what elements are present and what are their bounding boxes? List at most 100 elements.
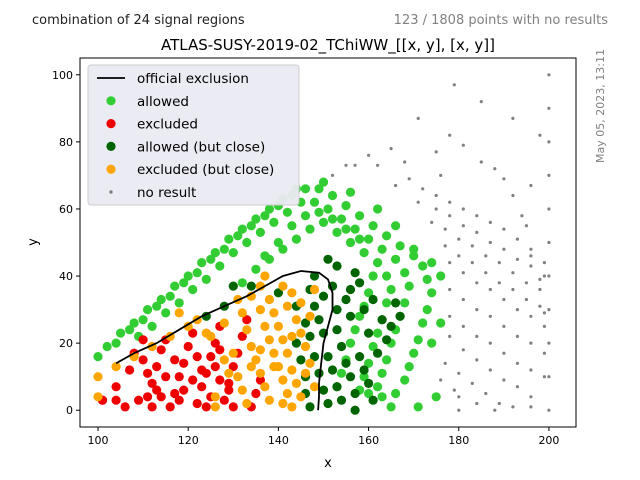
allowed-point: [368, 271, 378, 281]
no-results-note: 123 / 1808 points with no results: [394, 13, 609, 28]
excluded-point: [174, 395, 184, 405]
noresult-point: [493, 408, 497, 412]
noresult-point: [502, 324, 506, 328]
excluded-close-point: [287, 288, 297, 298]
noresult-point: [524, 297, 529, 302]
allowed-point: [287, 221, 297, 231]
noresult-point: [448, 133, 452, 137]
excluded-point: [255, 375, 265, 385]
noresult-point: [502, 351, 506, 355]
allowed-point: [391, 388, 401, 399]
allowed-close-point: [323, 352, 333, 362]
noresult-point: [439, 378, 443, 382]
chart-title: ATLAS-SUSY-2019-02_TChiWW_[[x, y], [x, y…: [161, 36, 495, 55]
excluded-close-point: [278, 335, 288, 345]
noresult-point: [515, 334, 520, 338]
allowed-point: [165, 291, 175, 301]
allowed-point: [345, 187, 356, 197]
excluded-point: [201, 402, 211, 412]
excluded-point: [170, 355, 180, 365]
excluded-close-point: [269, 348, 279, 358]
allowed-close-point: [345, 311, 356, 321]
excluded-point: [111, 382, 121, 392]
allowed-close-point: [309, 271, 320, 281]
y-tick-label: 40: [59, 270, 73, 283]
noresult-point: [461, 207, 465, 211]
allowed-point: [427, 288, 437, 298]
allowed-point: [237, 278, 247, 288]
excluded-point: [152, 385, 162, 395]
allowed-point: [364, 388, 374, 399]
allowed-point: [359, 248, 369, 258]
excluded-close-point: [269, 308, 279, 318]
allowed-point: [377, 392, 387, 402]
excluded-point: [143, 368, 153, 378]
allowed-close-point: [332, 261, 342, 271]
excluded-point: [143, 392, 153, 402]
noresult-point: [488, 240, 492, 245]
legend: official exclusion allowed excluded allowed…: [87, 64, 300, 206]
noresult-point: [461, 324, 465, 328]
noresult-point: [547, 274, 551, 278]
noresult-point: [416, 200, 420, 204]
legend-label-excluded: excluded: [137, 117, 198, 133]
noresult-point: [475, 281, 479, 285]
excluded-close-point: [233, 372, 243, 382]
allowed-point: [251, 214, 261, 224]
noresult-point: [330, 173, 335, 177]
allowed-point: [278, 244, 288, 254]
allowed-point: [431, 392, 441, 402]
excluded-close-point: [228, 348, 238, 358]
y-tick-label: 100: [52, 69, 73, 82]
excluded-close-point: [246, 362, 256, 372]
excluded-close-point: [246, 341, 256, 352]
noresult-point: [407, 177, 411, 181]
allowed-close-point: [296, 355, 306, 365]
noresult-point: [497, 401, 501, 406]
excluded-point: [192, 398, 202, 409]
noresult-point: [538, 304, 542, 308]
noresult-point: [439, 173, 443, 177]
legend-marker: [106, 141, 116, 151]
allowed-point: [355, 234, 365, 244]
allowed-point: [174, 298, 184, 308]
excluded-close-point: [237, 385, 247, 395]
allowed-close-point: [228, 281, 238, 291]
allowed-close-point: [318, 385, 329, 395]
excluded-point: [228, 362, 238, 372]
noresult-point: [529, 405, 533, 409]
allowed-point: [355, 311, 365, 321]
noresult-point: [511, 193, 515, 198]
allowed-point: [215, 261, 225, 271]
allowed-point: [129, 318, 139, 328]
allowed-point: [246, 221, 256, 231]
allowed-point: [314, 207, 324, 217]
noresult-point: [470, 261, 474, 265]
excluded-close-point: [251, 355, 261, 365]
noresult-point: [547, 140, 551, 144]
noresult-point: [461, 297, 465, 302]
excluded-point: [156, 392, 166, 402]
allowed-point: [111, 338, 121, 348]
allowed-close-point: [318, 291, 329, 301]
excluded-close-point: [219, 355, 229, 365]
excluded-close-point: [287, 331, 297, 341]
excluded-point: [138, 355, 148, 365]
noresult-point: [448, 334, 452, 338]
allowed-point: [355, 211, 365, 221]
excluded-close-point: [255, 305, 265, 315]
noresult-point: [524, 224, 529, 228]
excluded-close-point: [93, 392, 103, 402]
allowed-point: [201, 274, 211, 284]
y-tick-label: 0: [66, 404, 73, 417]
allowed-point: [373, 258, 383, 268]
noresult-point: [488, 341, 492, 345]
excluded-close-point: [260, 321, 270, 331]
allowed-point: [206, 254, 216, 264]
excluded-close-point: [260, 382, 270, 392]
noresult-point: [457, 371, 461, 375]
excluded-point: [179, 385, 189, 395]
allowed-point: [305, 224, 315, 234]
allowed-point: [404, 362, 414, 372]
noresult-point: [511, 287, 515, 292]
